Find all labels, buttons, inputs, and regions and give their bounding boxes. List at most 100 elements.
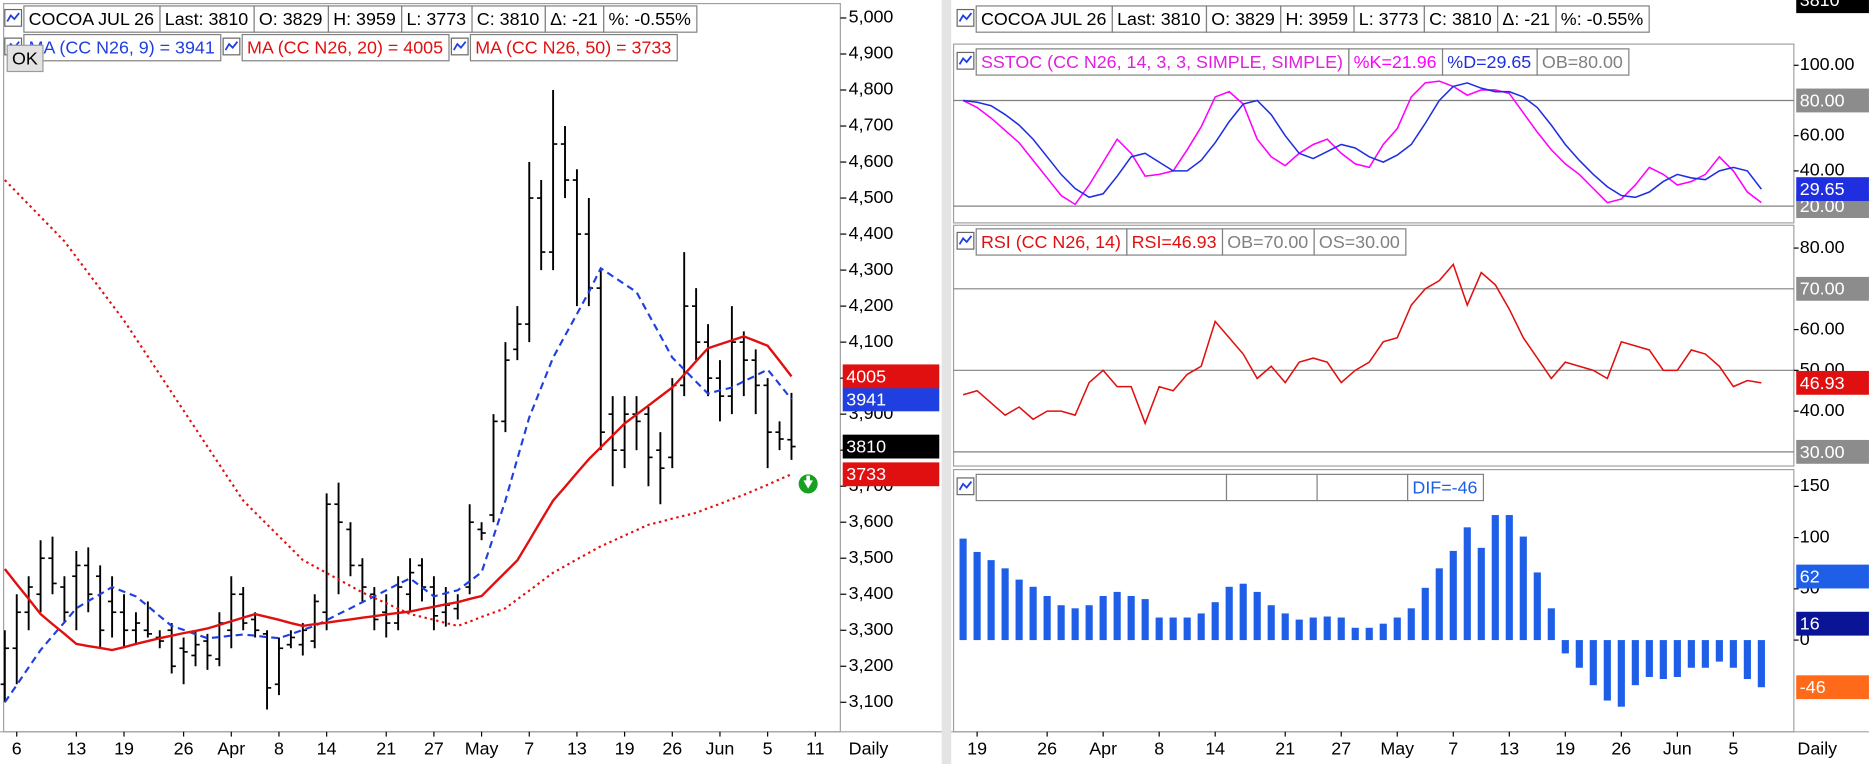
x-tick-label: 8: [274, 738, 284, 758]
bar: [1183, 617, 1191, 641]
bar: [1001, 568, 1009, 641]
value-tag-bg: [1796, 177, 1869, 202]
histogram-panel: [952, 469, 1795, 733]
bar: [1561, 640, 1569, 654]
x-tick-label: 11: [806, 738, 825, 758]
series-line: [963, 82, 1762, 199]
y-tick-label: 4,400: [849, 223, 894, 243]
x-tick-label: 27: [1331, 738, 1351, 758]
quote-field-box: [1111, 5, 1208, 33]
quote-field: C: 3810: [1429, 9, 1492, 29]
x-tick-label: 14: [1205, 738, 1225, 758]
quote-field-box: [1205, 5, 1282, 33]
bar: [1729, 640, 1737, 668]
legend-entry-box: [241, 33, 450, 62]
price-panel: [3, 2, 841, 733]
x-tick-label: 26: [662, 738, 682, 758]
bar: [1757, 640, 1765, 688]
level-tag-bg: [1796, 439, 1869, 464]
x-tick-label: May: [465, 738, 499, 758]
y-tick-label: 4,700: [849, 115, 894, 135]
x-tick-label: 13: [567, 738, 587, 758]
legend-entry-box: [1441, 48, 1538, 76]
quote-field: C: 3810: [477, 9, 540, 29]
corner-tag: 3810: [1800, 0, 1840, 10]
bar: [1225, 586, 1233, 641]
bar: [1197, 613, 1205, 641]
series-line: [4, 179, 792, 628]
legend-entry: MA (CC N26, 20) = 4005: [247, 38, 443, 58]
bar: [1673, 640, 1681, 677]
rsi-panel: [952, 224, 1795, 467]
bar: [1071, 608, 1079, 641]
alert-icon: [798, 474, 818, 494]
series-line: [962, 80, 1762, 206]
chart-icon-line: [958, 55, 973, 65]
quote-field: L: 3773: [406, 9, 466, 29]
bar: [1575, 640, 1583, 668]
x-tick-label: 6: [12, 738, 22, 758]
x-tick-label: 26: [174, 738, 194, 758]
legend-entry: MA (CC N26, 50) = 3733: [475, 38, 671, 58]
bar: [1309, 617, 1317, 641]
bar: [973, 551, 981, 641]
x-tick-label: 21: [1275, 738, 1295, 758]
bar: [1715, 640, 1723, 662]
x-tick-label: 8: [1154, 738, 1164, 758]
quote-field: Last: 3810: [165, 9, 248, 29]
bar: [1281, 613, 1289, 641]
legend-entry-box: [23, 33, 222, 62]
quote-field-box: [23, 5, 161, 33]
ok-button-bg[interactable]: [6, 44, 44, 73]
quote-field: L: 3773: [1359, 9, 1419, 29]
quote-field: Last: 3810: [1117, 9, 1200, 29]
bar: [987, 560, 995, 641]
bar: [1337, 617, 1345, 641]
bar: [1211, 602, 1219, 641]
indicator-title: RSI (CC N26, 14): [981, 232, 1121, 252]
quote-field: %: -0.55%: [1561, 9, 1644, 29]
y-tick-label: 3,500: [849, 547, 894, 567]
y-tick-label: 4,500: [849, 187, 894, 207]
bar: [1085, 605, 1093, 641]
bar: [1393, 617, 1401, 641]
axis-tag-bg: [1796, 611, 1869, 636]
bar: [1155, 617, 1163, 641]
x-axis-label: Daily: [1797, 738, 1837, 758]
bar: [1617, 640, 1625, 707]
corner-tag-bg: [1796, 0, 1869, 14]
annotation-box: [1536, 48, 1630, 76]
y-tick-label: 80.00: [1800, 237, 1845, 257]
bar: [1631, 640, 1639, 686]
legend-entry-box: [1407, 473, 1485, 502]
y-tick-label: 4,800: [849, 79, 894, 99]
annotation-box: [1313, 228, 1407, 256]
quote-field: H: 3959: [1286, 9, 1349, 29]
y-tick-label: 3,300: [849, 619, 894, 639]
price-tag: 3810: [846, 436, 886, 456]
quote-field-box: [975, 5, 1113, 33]
quote-field-box: [253, 5, 330, 33]
y-tick-label: 3,400: [849, 583, 894, 603]
x-tick-label: 14: [317, 738, 337, 758]
y-tick-label: 3,200: [849, 655, 894, 675]
value-tag: -46: [1800, 677, 1826, 697]
x-tick-label: 19: [1555, 738, 1575, 758]
bar: [1253, 591, 1261, 641]
bar: [959, 538, 967, 641]
quote-field: Δ: -21: [1502, 9, 1550, 29]
chart-icon-line: [452, 41, 467, 51]
y-tick-label: 4,300: [849, 259, 894, 279]
quote-field: %: -0.55%: [609, 9, 692, 29]
chart-icon-line: [224, 41, 239, 51]
y-tick-label: 150: [1800, 475, 1830, 495]
y-tick-label: 4,200: [849, 295, 894, 315]
x-tick-label: 19: [615, 738, 635, 758]
quote-field-box: [544, 5, 605, 33]
bar: [1477, 547, 1485, 641]
value-tag: 29.65: [1800, 179, 1845, 199]
axis-tag: 16: [1800, 614, 1820, 634]
annotation-box: [1221, 228, 1315, 256]
ok-button[interactable]: OK: [12, 48, 38, 68]
price-tag-bg: [842, 462, 940, 487]
